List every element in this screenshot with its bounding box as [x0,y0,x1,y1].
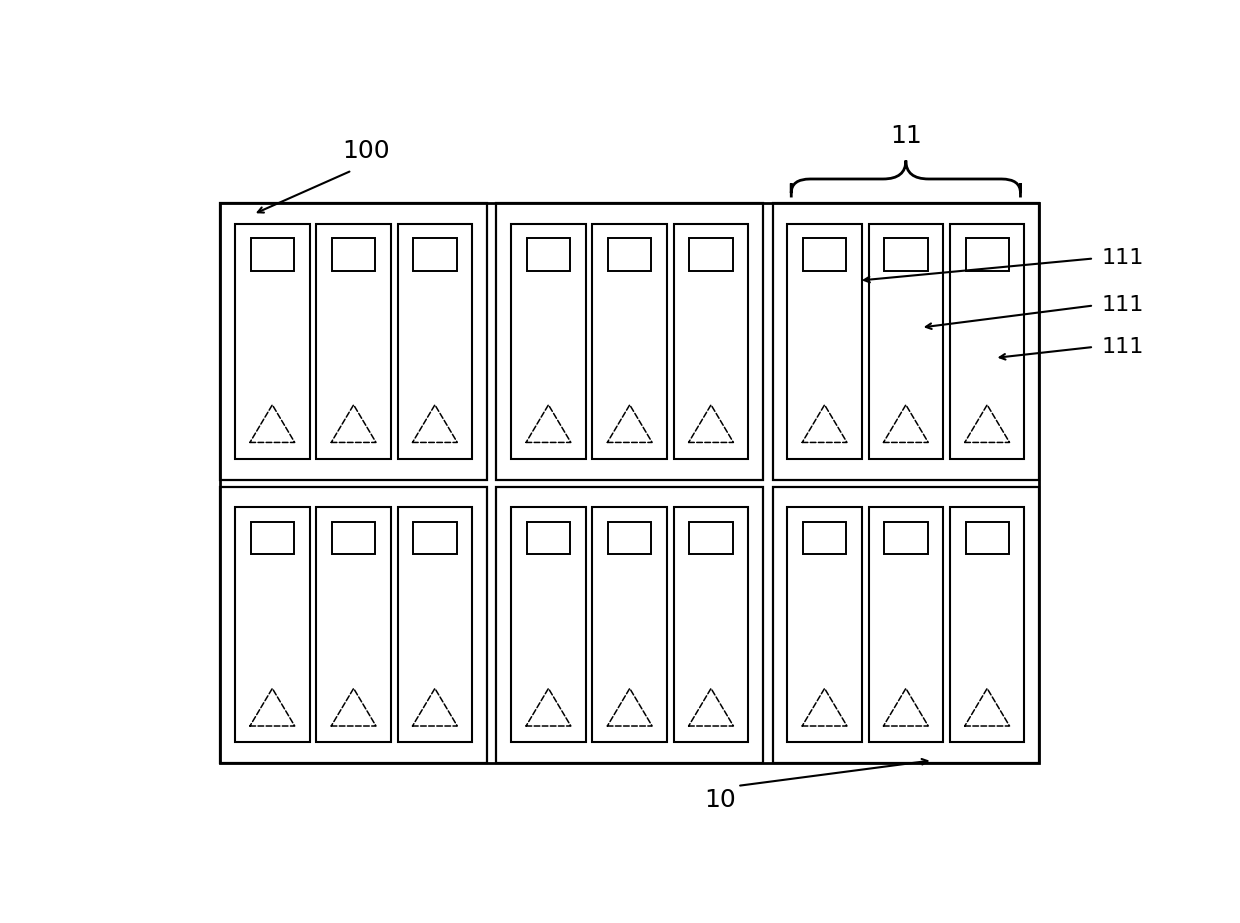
Bar [413,238,456,270]
Text: 111: 111 [1101,295,1145,316]
Bar [236,224,310,459]
Bar [689,521,733,555]
Bar [221,203,1039,763]
Bar [868,224,944,459]
Bar [950,224,1024,459]
Bar [221,203,487,480]
Bar [398,224,472,459]
Bar [689,238,733,270]
Bar [332,238,376,270]
Bar [593,224,667,459]
Bar [804,238,846,270]
Text: 100: 100 [342,138,391,162]
Bar [221,486,487,763]
Bar [250,238,294,270]
Text: 10: 10 [704,788,737,812]
Bar [966,521,1009,555]
Bar [332,521,376,555]
Bar [608,238,651,270]
Bar [673,508,748,742]
Text: 111: 111 [1101,248,1145,269]
Bar [527,238,570,270]
Bar [884,521,928,555]
Bar [413,521,456,555]
Bar [773,203,1039,480]
Bar [950,508,1024,742]
Bar [511,508,585,742]
Bar [787,508,862,742]
Bar [316,224,391,459]
Bar [804,521,846,555]
Bar [608,521,651,555]
Bar [673,224,748,459]
Bar [527,521,570,555]
Bar [496,486,763,763]
Bar [966,238,1009,270]
Text: 111: 111 [1101,337,1145,357]
Bar [884,238,928,270]
Bar [398,508,472,742]
Bar [250,521,294,555]
Bar [868,508,944,742]
Bar [511,224,585,459]
Bar [593,508,667,742]
Bar [773,486,1039,763]
Bar [316,508,391,742]
Text: 11: 11 [890,124,921,148]
Bar [496,203,763,480]
Bar [787,224,862,459]
Bar [236,508,310,742]
